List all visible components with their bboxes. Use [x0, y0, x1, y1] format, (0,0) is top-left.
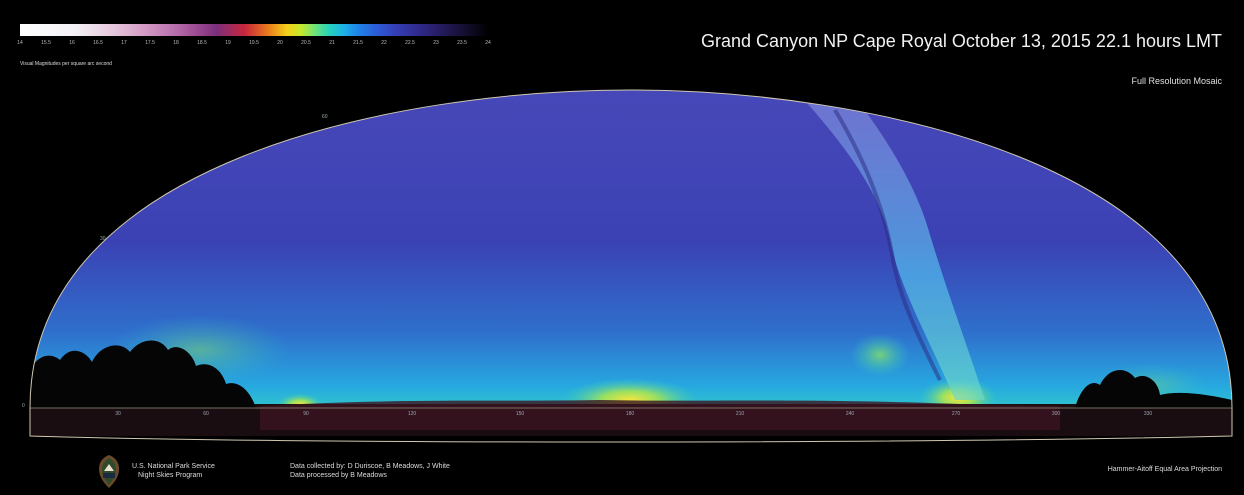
colorbar-tick: 15.5	[41, 40, 51, 46]
colorbar-tick: 21	[329, 40, 335, 46]
azimuth-label: 30	[115, 411, 121, 417]
colorbar-tick: 23	[433, 40, 439, 46]
colorbar-tick: 16	[69, 40, 75, 46]
page-title: Grand Canyon NP Cape Royal October 13, 2…	[701, 31, 1222, 51]
credits-processed: Data processed by B Meadows	[290, 472, 387, 479]
colorbar-tick: 20	[277, 40, 283, 46]
colorbar-tick: 22.5	[405, 40, 415, 46]
colorbar-tick: 22	[381, 40, 387, 46]
azimuth-label: 180	[625, 411, 635, 417]
data-credits: Data collected by: D Duriscoe, B Meadows…	[290, 462, 450, 480]
altitude-label: 0	[22, 403, 25, 409]
altitude-label: 60	[322, 114, 328, 120]
colorbar-tick: 19	[225, 40, 231, 46]
projection-label: Hammer-Aitoff Equal Area Projection	[1107, 466, 1222, 473]
mosaic-subtitle: Full Resolution Mosaic	[1131, 76, 1222, 86]
colorbar-label: Visual Magnitudes per square arc second	[20, 61, 112, 67]
magnitude-colorbar	[20, 24, 488, 36]
colorbar-tick: 17	[121, 40, 127, 46]
credits-collected: Data collected by: D Duriscoe, B Meadows…	[290, 463, 450, 470]
colorbar-tick: 21.5	[353, 40, 363, 46]
colorbar-tick: 20.5	[301, 40, 311, 46]
colorbar-tick: 18.5	[197, 40, 207, 46]
azimuth-label: 210	[735, 411, 745, 417]
colorbar-tick: 17.5	[145, 40, 155, 46]
azimuth-label: 60	[203, 411, 209, 417]
azimuth-label: 120	[407, 411, 417, 417]
nps-arrowhead-logo	[99, 455, 119, 488]
azimuth-label: 90	[303, 411, 309, 417]
colorbar-tick: 14	[17, 40, 23, 46]
colorbar-tick: 16.5	[93, 40, 103, 46]
azimuth-label: 300	[1051, 411, 1061, 417]
org-credit: U.S. National Park Service Night Skies P…	[132, 462, 215, 480]
colorbar-tick: 19.5	[249, 40, 259, 46]
azimuth-label: 240	[845, 411, 855, 417]
colorbar-tick: 24	[485, 40, 491, 46]
colorbar-ticks: 14 15.5 16 16.5 17 17.5 18 18.5 19 19.5 20 20.5 21 21…	[17, 40, 491, 48]
colorbar-tick: 23.5	[457, 40, 467, 46]
altitude-label: 30	[100, 236, 106, 242]
azimuth-label: 330	[1143, 411, 1153, 417]
azimuth-label: 270	[951, 411, 961, 417]
org-program: Night Skies Program	[138, 472, 203, 479]
org-name: U.S. National Park Service	[132, 463, 215, 470]
colorbar-tick: 18	[173, 40, 179, 46]
azimuth-label: 150	[515, 411, 525, 417]
